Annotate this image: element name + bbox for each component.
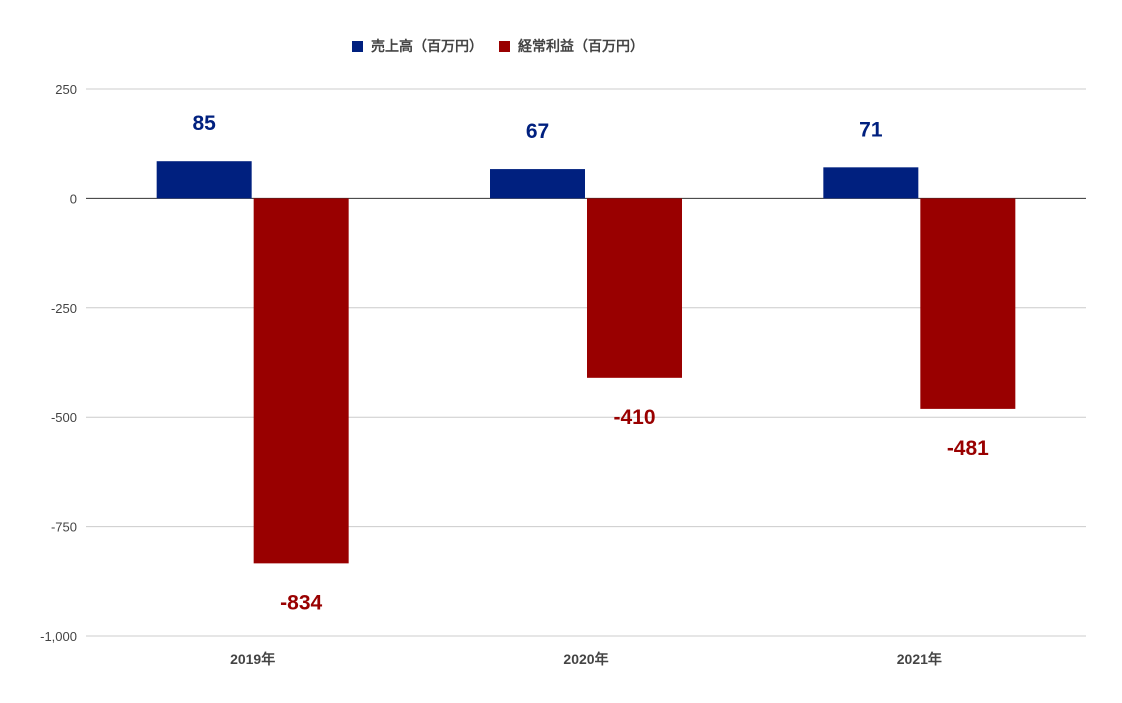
bar [920,198,1016,409]
data-label: 85 [192,112,216,135]
y-tick-label: 250 [55,82,77,97]
legend-swatch-ordinary-profit [499,40,510,52]
y-tick-label: -1,000 [40,629,77,644]
bar [490,169,585,199]
data-label: -410 [613,406,655,429]
bar [823,167,919,199]
x-tick-label: 2019年 [230,651,275,667]
data-label: 67 [526,120,549,143]
data-label: 71 [859,118,883,141]
bar [253,198,349,564]
y-tick-label: -500 [51,410,77,425]
data-label: -834 [280,591,322,614]
x-tick-label: 2021年 [897,651,942,667]
legend: 売上高（百万円） 経常利益（百万円） [352,36,644,56]
legend-label-ordinary-profit: 経常利益（百万円） [518,38,644,54]
y-tick-label: -750 [51,520,77,535]
legend-item-sales: 売上高（百万円） [352,36,483,56]
legend-label-sales: 売上高（百万円） [371,38,483,54]
x-tick-label: 2020年 [563,651,608,667]
y-tick-label: 0 [70,191,77,206]
bar [587,198,682,378]
bar [156,161,252,199]
legend-item-ordinary-profit: 経常利益（百万円） [499,36,644,56]
data-label: -481 [947,437,989,460]
y-tick-label: -250 [51,301,77,316]
legend-swatch-sales [352,40,363,52]
